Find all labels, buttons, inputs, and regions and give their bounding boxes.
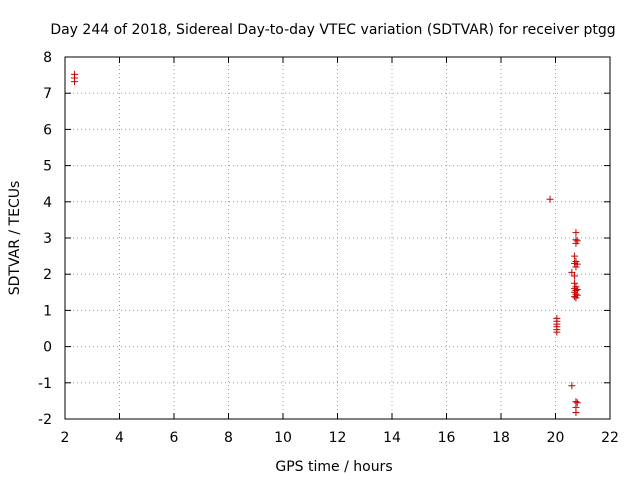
data-point (571, 272, 579, 280)
x-tick-label: 8 (224, 430, 233, 446)
y-axis-label: SDTVAR / TECUs (7, 181, 23, 296)
data-points (71, 70, 581, 416)
x-tick-label: 16 (438, 430, 456, 446)
x-tick-label: 22 (601, 430, 619, 446)
y-tick-label: 3 (43, 231, 52, 247)
data-point (573, 399, 581, 407)
x-tick-label: 14 (383, 430, 401, 446)
y-tick-label: -2 (38, 412, 52, 428)
y-tick-label: 8 (43, 50, 52, 66)
grid-lines (65, 57, 610, 419)
data-point (572, 408, 580, 416)
data-point (572, 229, 580, 237)
y-tick-label: 4 (43, 195, 52, 211)
y-tick-label: 2 (43, 267, 52, 283)
data-point (71, 78, 79, 86)
data-point (568, 382, 576, 390)
x-tick-label: 2 (61, 430, 70, 446)
x-tick-label: 10 (274, 430, 292, 446)
y-tick-label: 6 (43, 122, 52, 138)
data-point (572, 263, 580, 271)
data-point (553, 328, 561, 336)
chart-title: Day 244 of 2018, Sidereal Day-to-day VTE… (50, 22, 615, 38)
data-point (573, 260, 581, 268)
y-tick-label: 1 (43, 303, 52, 319)
x-tick-label: 20 (547, 430, 565, 446)
data-point (573, 237, 581, 245)
y-tick-label: 0 (43, 340, 52, 356)
data-point (571, 252, 579, 260)
data-point (573, 291, 581, 299)
x-tick-label: 18 (492, 430, 510, 446)
x-tick-label: 6 (170, 430, 179, 446)
x-axis-label: GPS time / hours (275, 459, 392, 475)
x-tick-label: 4 (115, 430, 124, 446)
y-tick-label: -1 (38, 376, 52, 392)
y-tick-label: 5 (43, 159, 52, 175)
data-point (568, 268, 576, 276)
y-tick-label: 7 (43, 86, 52, 102)
data-point (546, 195, 554, 203)
x-tick-label: 12 (329, 430, 347, 446)
